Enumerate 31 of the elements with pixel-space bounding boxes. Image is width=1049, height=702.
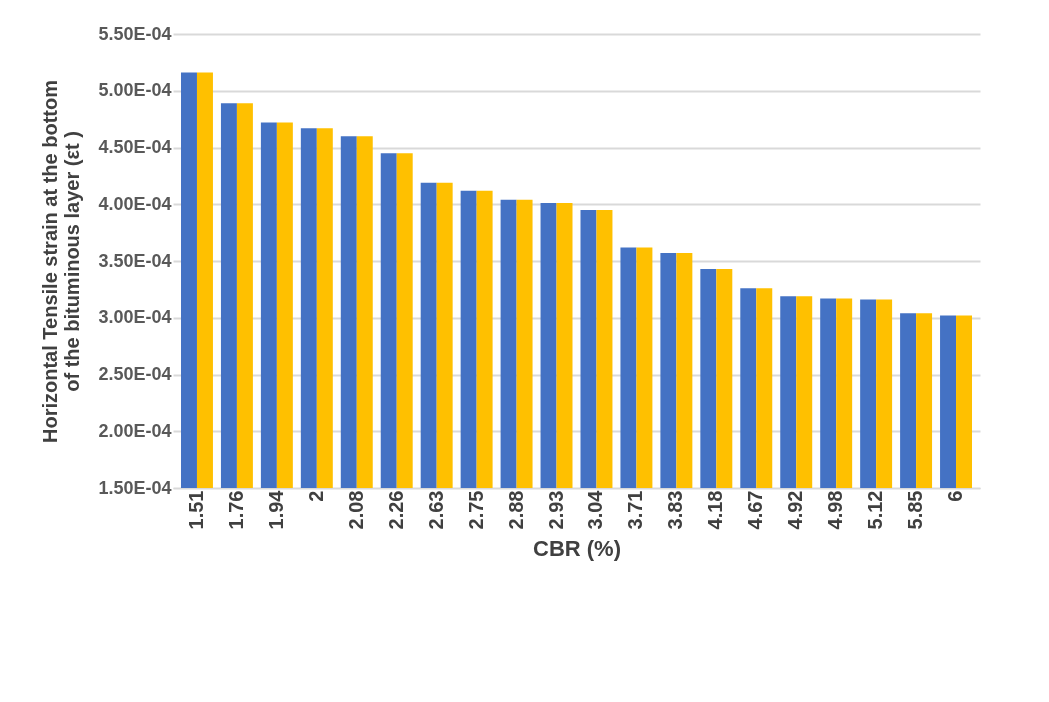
x-tick-label: 4.92 <box>784 490 807 530</box>
x-axis-title: CBR (%) <box>533 536 621 562</box>
x-tick-label: 2.93 <box>544 490 567 530</box>
y-tick-label: 2.00E-04 <box>98 420 172 441</box>
x-tick-label: 4.67 <box>744 490 767 530</box>
x-tick-label: 2.75 <box>464 490 487 530</box>
y-tick-label: 5.50E-04 <box>98 23 172 44</box>
x-tick-label: 3.83 <box>664 490 687 530</box>
y-tick-label: 3.00E-04 <box>98 307 172 328</box>
x-tick-label: 6 <box>944 490 967 502</box>
x-tick-label: 4.18 <box>704 490 727 530</box>
y-tick-label: 3.50E-04 <box>98 250 172 271</box>
y-tick-label: 2.50E-04 <box>98 364 172 384</box>
x-tick-label: 2.26 <box>384 490 407 530</box>
x-tick-label: 3.04 <box>584 489 607 530</box>
x-tick-label: 1.51 <box>184 490 207 530</box>
y-tick-label: 4.50E-04 <box>98 137 172 157</box>
x-tick-label: 2.08 <box>344 490 367 530</box>
y-tick-label: 1.50E-04 <box>98 477 172 498</box>
x-tick-label: 1.76 <box>224 490 247 530</box>
x-tick-label: 2.88 <box>504 490 527 530</box>
x-tick-label: 1.94 <box>264 489 287 530</box>
x-tick-label: 2.63 <box>424 490 447 530</box>
x-tick-label: 5.12 <box>864 490 887 530</box>
x-tick-label: 2 <box>304 490 327 502</box>
x-tick-label: 3.71 <box>624 490 647 530</box>
x-tick-label: 5.85 <box>904 490 927 530</box>
y-axis-title: Horizontal Tensile strain at the bottom of the bituminous layer (εt ) <box>39 80 84 443</box>
x-tick-label: 4.98 <box>824 490 847 530</box>
y-tick-label: 5.00E-04 <box>98 80 172 101</box>
y-tick-label: 4.00E-04 <box>98 193 172 214</box>
